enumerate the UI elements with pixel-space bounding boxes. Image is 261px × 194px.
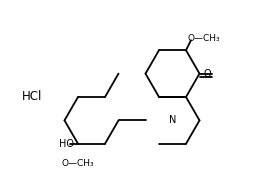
Text: O: O [204,69,211,79]
Text: N: N [169,115,176,125]
Text: HCl: HCl [22,90,42,104]
Text: O—CH₃: O—CH₃ [188,34,221,43]
Text: HO: HO [59,139,74,149]
Text: O—CH₃: O—CH₃ [62,159,94,168]
